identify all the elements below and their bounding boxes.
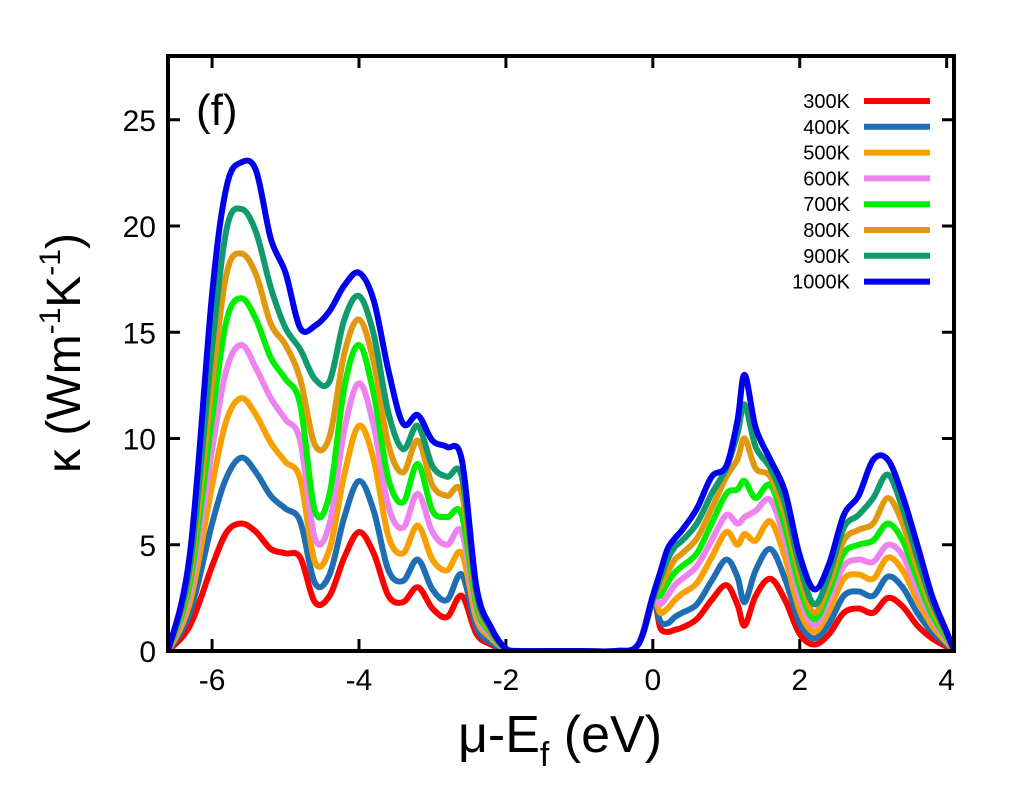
tick-labels: -6 -4 -2 0 2 4 0 5 10 15 20 25	[123, 105, 955, 697]
x-axis-label: μ-Ef (eV)	[458, 706, 662, 774]
y-tick-label: 10	[123, 424, 156, 457]
x-tick-label: -4	[346, 664, 373, 697]
series-line-600K	[168, 342, 954, 651]
legend: 300K 400K 500K 600K 700K 800K 900K 1000K	[792, 91, 930, 294]
legend-label-400K: 400K	[803, 117, 850, 139]
legend-label-600K: 600K	[803, 168, 850, 190]
x-tick-label: -6	[199, 664, 226, 697]
legend-label-300K: 300K	[803, 91, 850, 113]
legend-label-700K: 700K	[803, 194, 850, 216]
series-line-1000K	[168, 157, 954, 651]
x-tick-label: 4	[938, 664, 955, 697]
panel-label: (f)	[196, 86, 238, 135]
y-tick-label: 5	[139, 530, 156, 563]
y-tick-label: 25	[123, 105, 156, 138]
y-axis-label: κ (Wm-1K-1)	[34, 233, 91, 473]
legend-label-500K: 500K	[803, 143, 850, 165]
series-group	[168, 157, 954, 651]
legend-label-800K: 800K	[803, 220, 850, 242]
y-tick-label: 20	[123, 211, 156, 244]
x-tick-label: 2	[791, 664, 808, 697]
series-line-300K	[168, 520, 954, 651]
x-tick-label: 0	[644, 664, 661, 697]
legend-label-900K: 900K	[803, 246, 850, 268]
series-line-500K	[168, 395, 954, 651]
y-tick-label: 0	[139, 636, 156, 669]
plot-frame	[166, 54, 956, 653]
series-line-900K	[168, 205, 954, 651]
legend-label-1000K: 1000K	[792, 272, 850, 294]
series-line-400K	[168, 454, 954, 651]
y-tick-label: 15	[123, 317, 156, 350]
x-tick-label: -2	[493, 664, 520, 697]
